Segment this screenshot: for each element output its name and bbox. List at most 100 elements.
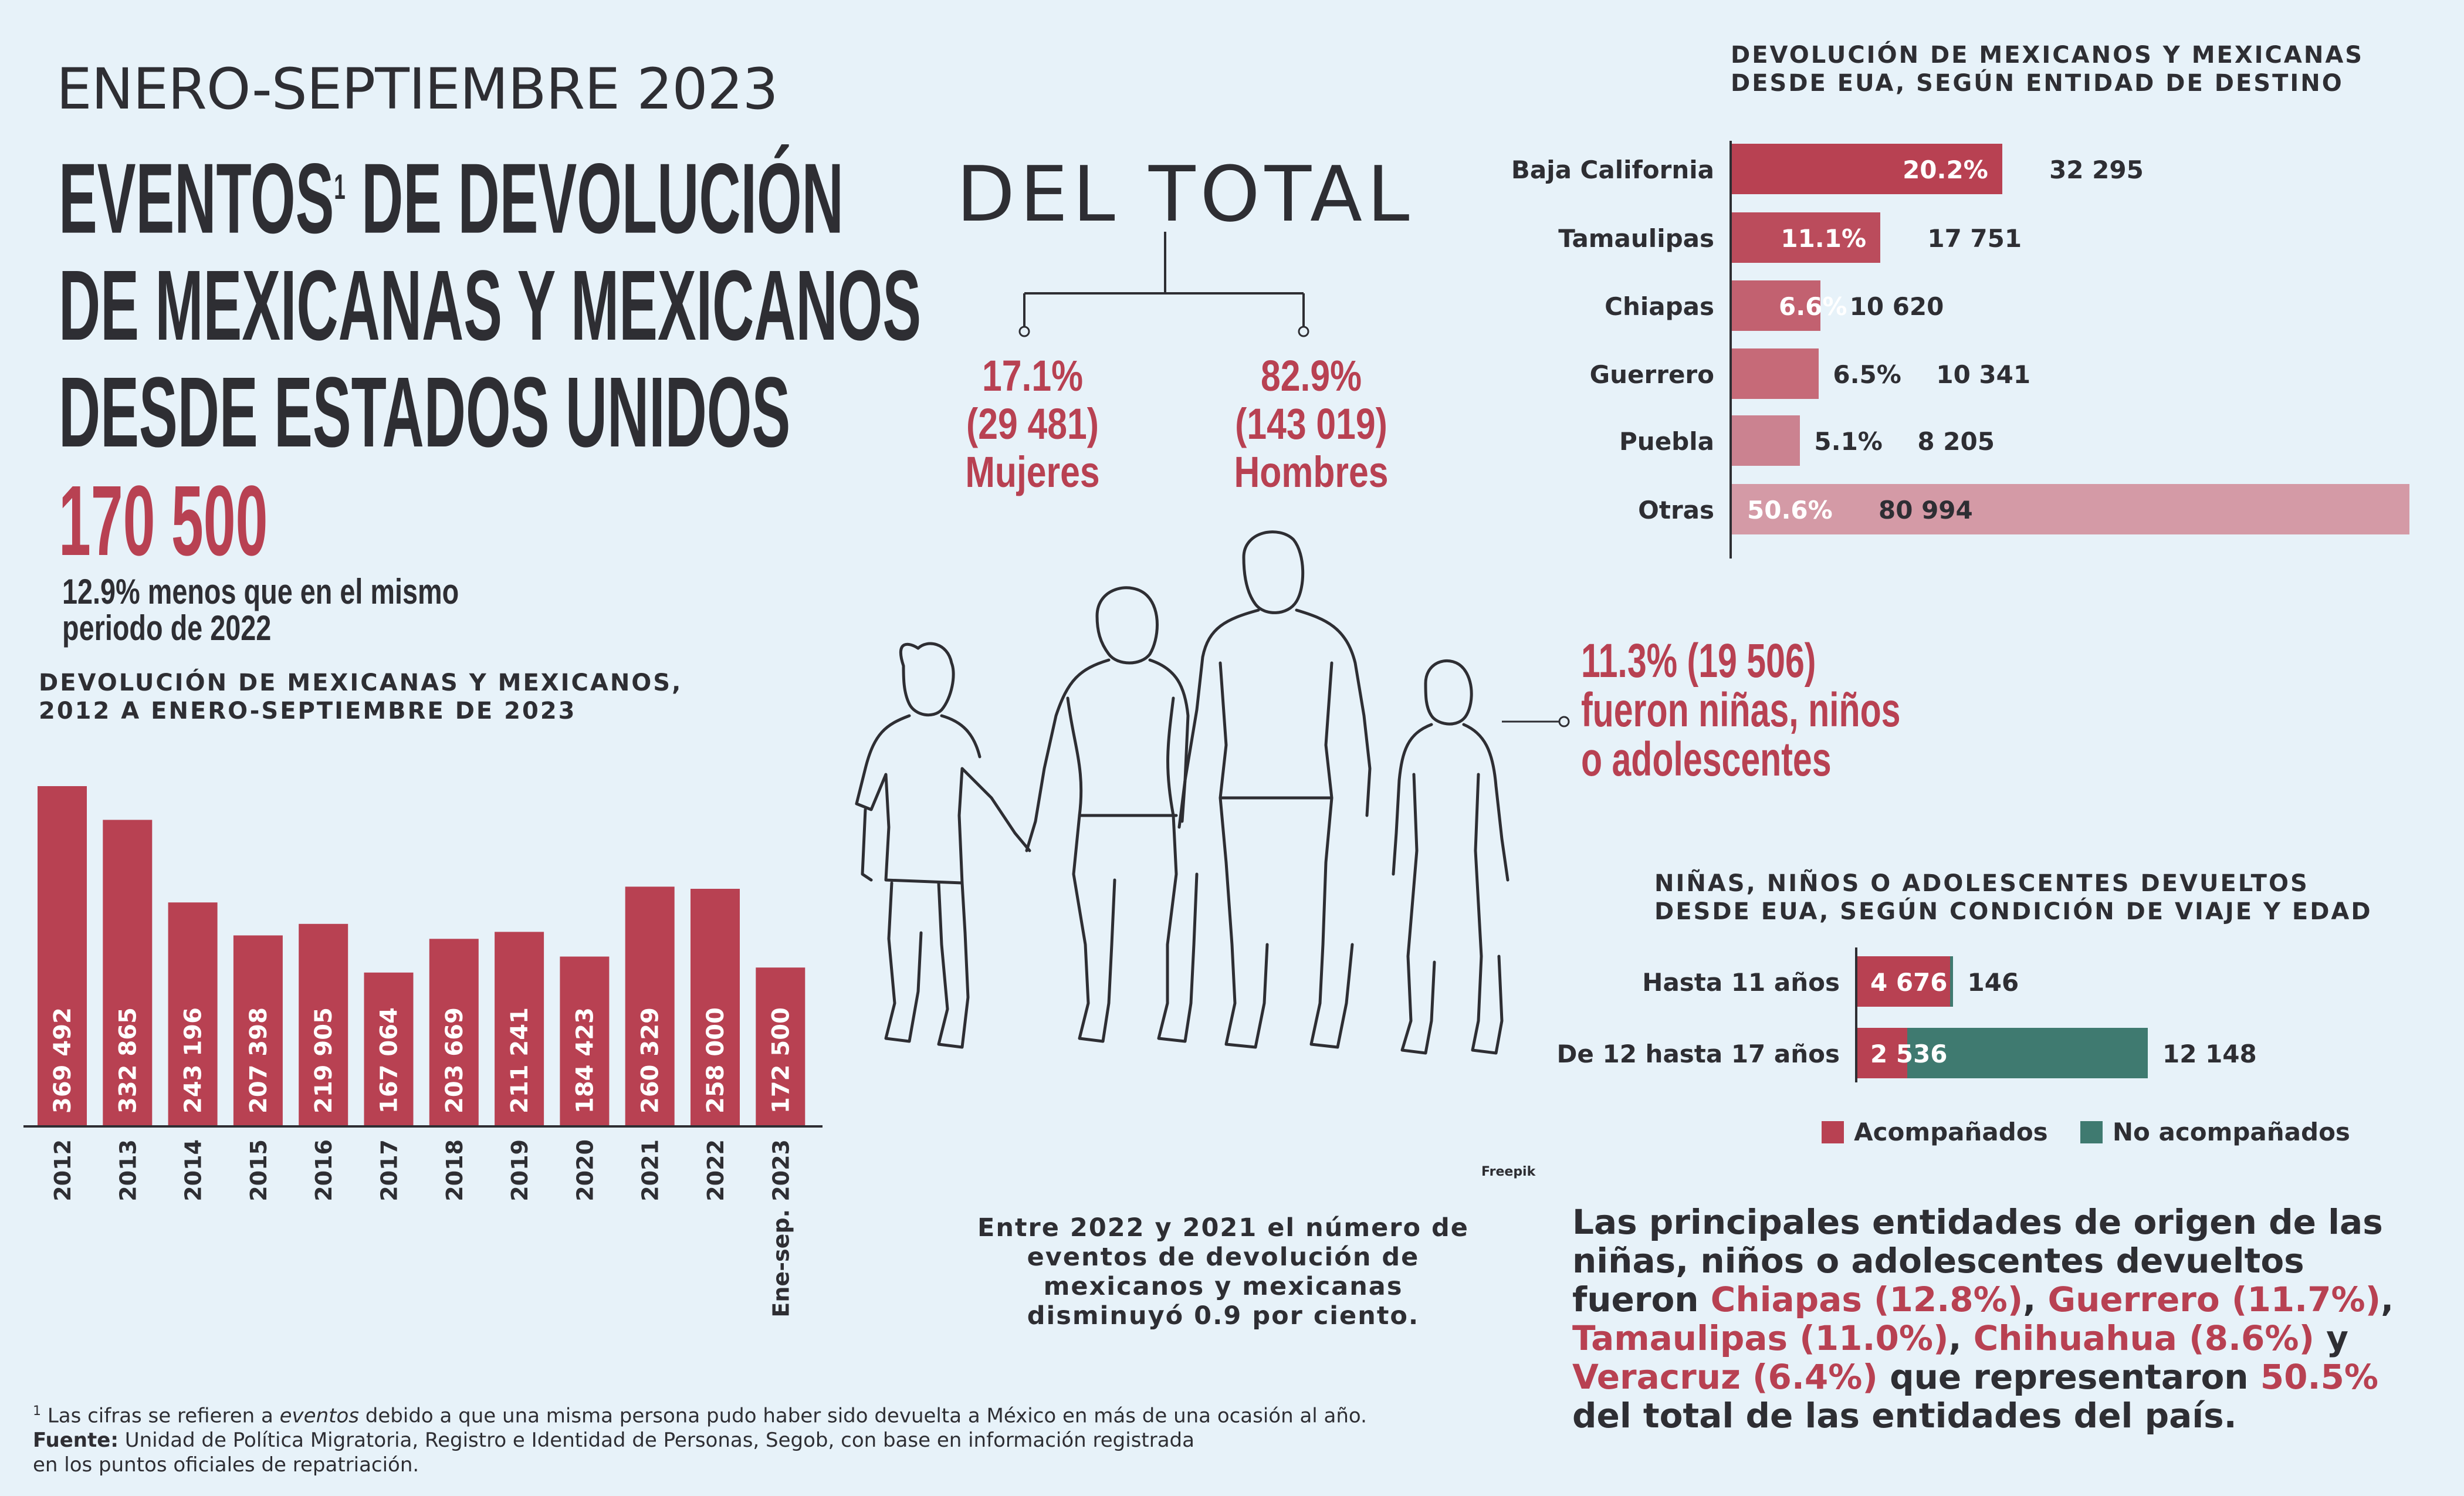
acompanados-value-label: 2 536 [1870,1040,1948,1068]
annual-returns-bar-chart: 369 492 2012 332 865 2013 243 196 2014 207 398… [23,786,823,1318]
child-right-figure [1392,659,1509,1055]
bar-11 [756,967,805,1126]
source-line: Fuente: Unidad de Política Migratoria, R… [33,1429,1194,1453]
bar-value-label: 184 423 [571,1007,598,1113]
kids-legend: Acompañados No acompañados [1822,1118,2350,1146]
bar-value-label: 219 905 [310,1007,337,1113]
bar-4 [299,923,348,1126]
entity-count-label: 10 620 [1849,292,1944,321]
title-line-3: DESDE ESTADOS UNIDOS [59,356,791,468]
category-tick-label: 2019 [507,1139,533,1201]
bar-0 [38,786,87,1126]
bar-3 [233,935,283,1126]
woman-figure [1025,586,1199,1043]
kids-connector [1502,716,1570,727]
stacked-segment [1857,1028,1908,1078]
change-note: Entre 2022 y 2021 el número de eventos d… [977,1213,1469,1331]
entity-count-label: 8 205 [1917,427,1995,456]
category-tick-label: 2013 [115,1139,141,1201]
entity-percent-label: 50.6% [1747,496,1833,524]
category-tick-label: 2015 [246,1139,272,1201]
entity-count-label: 80 994 [1879,496,1973,524]
bar-value-label: 369 492 [49,1007,76,1113]
footnote-marker: 1 [334,167,346,207]
period-heading: ENERO-SEPTIEMBRE 2023 [56,56,779,122]
entity-percent-label: 11.1% [1781,224,1867,253]
legend-acompanados: Acompañados [1854,1118,2048,1146]
category-tick-label: 2017 [377,1139,402,1201]
entity-bar [1732,144,2003,194]
entity-bar [1732,415,1800,466]
bar-value-label: 167 064 [376,1007,403,1113]
title-line-1: EVENTOS1 DE DEVOLUCIÓN [59,143,844,255]
man-figure [1177,530,1372,1049]
stacked-segment [1857,956,1950,1007]
no-acompanados-value-label: 146 [1967,968,2019,997]
source-line-2: en los puntos oficiales de repatriación. [33,1453,419,1477]
main-title: EVENTOS1 DE DEVOLUCIÓN DE MEXICANAS Y ME… [59,134,1546,466]
footnote: 1 Las cifras se refieren a eventos debid… [33,1399,1367,1477]
entity-label: Tamaulipas [1558,224,1714,253]
child-left-figure [855,642,1031,1049]
annual-chart-title: DEVOLUCIÓN DE MEXICANAS Y MEXICANOS, 201… [39,669,683,725]
category-tick-label: 2016 [311,1139,337,1201]
bar-value-label: 258 000 [702,1007,729,1113]
age-group-label: Hasta 11 años [1642,968,1840,997]
bar-7 [495,932,544,1126]
bar-value-label: 260 329 [637,1007,664,1113]
entity-label: Puebla [1619,427,1714,456]
del-total-heading: DEL TOTAL [956,150,1414,239]
total-returns: 170 500 [59,465,268,577]
origin-summary: Las principales entidades de origen de l… [1572,1202,2394,1436]
kids-chart-title: NIÑAS, NIÑOS O ADOLESCENTES DEVUELTOS DE… [1654,870,2372,925]
entity-axis-line [1729,141,1732,559]
category-tick-label: 2020 [572,1139,598,1201]
category-tick-label: 2012 [50,1139,76,1201]
entity-percent-label: 5.1% [1814,427,1883,456]
category-tick-label: 2022 [703,1139,729,1201]
age-group-label: De 12 hasta 17 años [1556,1040,1840,1068]
entity-label: Baja California [1511,155,1714,184]
entity-label: Guerrero [1589,360,1714,389]
footnote-line-1: 1 Las cifras se refieren a eventos debid… [33,1404,1367,1428]
bar-value-label: 332 865 [114,1007,141,1113]
bar-6 [429,939,479,1126]
title-line-2: DE MEXICANAS Y MEXICANOS [59,249,922,361]
bar-2 [168,902,218,1126]
bar-5 [364,972,414,1126]
men-stat: 82.9% (143 019) Hombres [1234,351,1389,496]
entity-chart-title: DEVOLUCIÓN DE MEXICANOS Y MEXICANAS DESD… [1731,42,2364,97]
category-tick-label: 2021 [638,1139,664,1201]
bar-value-label: 211 241 [506,1007,533,1113]
image-credit: Freepik [1481,1165,1536,1179]
category-tick-label: Ene-sep. 2023 [768,1139,794,1318]
kids-stat: 11.3% (19 506) fueron niñas, niños o ado… [1581,634,1901,786]
bar-value-label: 243 196 [180,1007,207,1113]
entity-label: Chiapas [1605,292,1714,321]
bar-10 [691,889,740,1126]
category-tick-label: 2014 [181,1139,207,1201]
category-tick-label: 2018 [442,1139,468,1201]
bar-1 [103,820,153,1126]
entity-count-label: 10 341 [1936,360,2031,389]
bar-9 [625,886,675,1126]
bar-value-label: 207 398 [245,1007,272,1113]
entity-percent-label: 6.6% [1779,292,1847,321]
entity-bar [1732,348,1819,399]
entity-count-label: 32 295 [2049,155,2144,184]
legend-swatch-no-acompanados [2080,1121,2103,1143]
entity-bar [1732,484,2409,534]
no-acompanados-value-label: 12 148 [2162,1040,2257,1068]
entity-percent-label: 20.2% [1903,155,1988,184]
bar-8 [560,956,610,1126]
split-connector [1018,232,1309,337]
legend-no-acompanados: No acompañados [2112,1118,2350,1146]
women-stat: 17.1% (29 481) Mujeres [965,351,1100,496]
acompanados-value-label: 4 676 [1870,968,1948,997]
entity-percent-label: 6.5% [1833,360,1901,389]
legend-swatch-acompanados [1822,1121,1844,1143]
entity-bar [1732,212,1881,263]
family-illustration [855,530,1509,1055]
entity-bar [1732,280,1820,331]
kids-axis-line [1855,947,1857,1082]
